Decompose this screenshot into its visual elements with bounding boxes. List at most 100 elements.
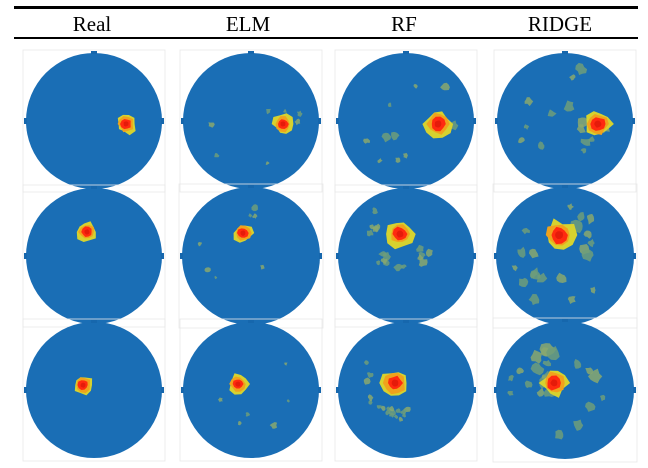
heatmap-ridge-row-2 bbox=[492, 183, 638, 329]
hotspot-center bbox=[434, 120, 442, 128]
edge-notch bbox=[181, 387, 184, 393]
edge-notch bbox=[403, 186, 409, 189]
noise-speckle bbox=[516, 367, 524, 375]
noise-speckle bbox=[204, 267, 211, 273]
edge-notch bbox=[24, 253, 27, 259]
noise-speckle bbox=[530, 362, 545, 376]
domain-disc bbox=[26, 188, 162, 324]
edge-notch bbox=[91, 51, 97, 54]
noise-speckle bbox=[265, 161, 270, 165]
domain-disc bbox=[183, 322, 319, 458]
noise-speckle bbox=[590, 286, 596, 294]
noise-speckle bbox=[398, 416, 403, 422]
hotspot-center bbox=[594, 120, 602, 128]
hotspot-center bbox=[235, 381, 241, 387]
edge-notch bbox=[91, 320, 97, 323]
noise-speckle bbox=[555, 429, 564, 440]
domain-disc bbox=[497, 53, 633, 189]
noise-speckle bbox=[294, 118, 301, 126]
cell-frame bbox=[334, 318, 478, 462]
edge-notch bbox=[161, 253, 164, 259]
noise-speckle bbox=[380, 405, 386, 411]
heatmap-elm-row-1 bbox=[179, 49, 323, 193]
noise-speckle bbox=[208, 122, 215, 128]
noise-speckle bbox=[371, 223, 381, 232]
edge-notch bbox=[319, 253, 322, 259]
noise-speckle bbox=[382, 252, 391, 261]
noise-speckle bbox=[530, 349, 543, 364]
noise-speckle bbox=[283, 109, 287, 113]
edge-notch bbox=[161, 118, 164, 124]
domain-disc bbox=[26, 322, 162, 458]
hotspot-center bbox=[280, 121, 286, 127]
edge-notch bbox=[181, 118, 184, 124]
hotspot-center bbox=[550, 379, 558, 387]
noise-speckle bbox=[393, 415, 398, 419]
noise-speckle bbox=[388, 408, 396, 416]
column-header-ridge: RIDGE bbox=[527, 12, 593, 36]
cell-frame bbox=[492, 317, 638, 463]
noise-speckle bbox=[381, 132, 392, 143]
edge-notch bbox=[318, 387, 321, 393]
edge-notch bbox=[24, 387, 27, 393]
noise-speckle bbox=[585, 367, 594, 375]
heatmap-ridge-row-3 bbox=[492, 317, 638, 463]
edge-notch bbox=[24, 118, 27, 124]
noise-speckle bbox=[416, 244, 424, 252]
cell-frame bbox=[179, 318, 323, 462]
noise-speckle bbox=[585, 401, 596, 412]
noise-speckle bbox=[508, 374, 514, 382]
column-header-elm: ELM bbox=[225, 12, 271, 36]
hotspot-center bbox=[555, 231, 564, 239]
edge-notch bbox=[318, 118, 321, 124]
noise-speckle bbox=[524, 97, 534, 107]
hotspot-center bbox=[80, 382, 86, 388]
hotspot-center bbox=[123, 121, 129, 127]
noise-speckle bbox=[380, 258, 388, 265]
noise-speckle bbox=[521, 228, 530, 235]
noise-speckle bbox=[569, 74, 576, 81]
noise-speckle bbox=[450, 120, 459, 131]
heatmap-elm-row-2 bbox=[178, 183, 324, 329]
edge-notch bbox=[336, 387, 339, 393]
noise-speckle bbox=[507, 391, 514, 396]
noise-speckle bbox=[523, 124, 530, 130]
edge-notch bbox=[495, 118, 498, 124]
hotspot-center bbox=[391, 379, 399, 387]
noise-speckle bbox=[577, 212, 585, 222]
edge-notch bbox=[633, 253, 636, 259]
edge-notch bbox=[473, 387, 476, 393]
noise-speckle bbox=[600, 394, 606, 402]
noise-speckle bbox=[366, 372, 374, 379]
noise-speckle bbox=[528, 248, 539, 259]
noise-speckle bbox=[393, 263, 404, 272]
heatmap-ridge-row-1 bbox=[493, 49, 637, 193]
noise-speckle bbox=[530, 270, 538, 279]
noise-speckle bbox=[368, 400, 373, 405]
noise-speckle bbox=[524, 380, 533, 388]
edge-notch bbox=[473, 118, 476, 124]
hotspot-center bbox=[84, 229, 90, 235]
edge-notch bbox=[632, 118, 635, 124]
noise-speckle bbox=[237, 421, 242, 426]
noise-speckle bbox=[583, 230, 592, 239]
edge-notch bbox=[494, 387, 497, 393]
edge-notch bbox=[633, 387, 636, 393]
edge-notch bbox=[91, 186, 97, 189]
noise-speckle bbox=[556, 272, 567, 283]
heatmap-rf-row-1 bbox=[334, 49, 478, 193]
noise-speckle bbox=[391, 131, 400, 141]
noise-speckle bbox=[284, 362, 288, 366]
noise-speckle bbox=[296, 110, 303, 117]
noise-speckle bbox=[567, 203, 574, 210]
heatmap-rf-row-3 bbox=[334, 318, 478, 462]
noise-speckle bbox=[577, 117, 588, 128]
noise-speckle bbox=[563, 100, 575, 112]
noise-speckle bbox=[538, 141, 545, 150]
noise-speckle bbox=[366, 229, 374, 237]
noise-speckle bbox=[245, 412, 250, 417]
noise-speckle bbox=[440, 82, 450, 91]
edge-notch bbox=[562, 185, 568, 188]
noise-speckle bbox=[588, 368, 603, 384]
noise-speckle bbox=[387, 102, 392, 107]
